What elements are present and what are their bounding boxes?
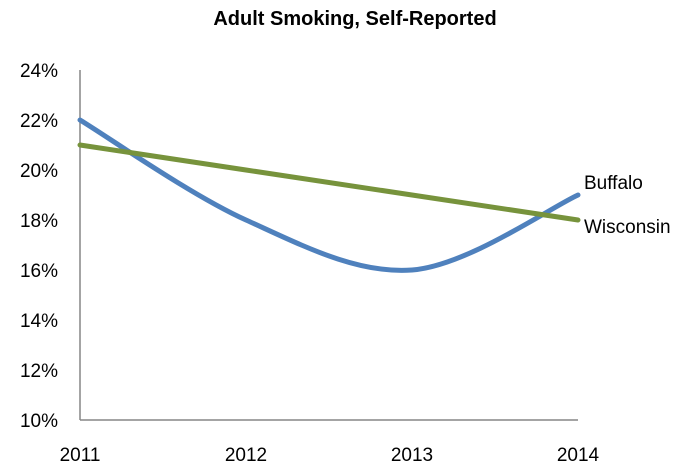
y-tick-label: 22%: [20, 111, 58, 132]
series-line-buffalo: [77, 117, 581, 273]
y-tick-labels: 10% 12% 14% 16% 18% 20% 22% 24%: [20, 61, 58, 432]
x-tick-label: 2013: [391, 445, 433, 466]
x-tick-label: 2014: [557, 445, 600, 466]
series-lines: [77, 117, 581, 273]
series-line-wisconsin: [77, 142, 581, 223]
x-tick-labels: 2011 2012 2013 2014: [60, 445, 600, 466]
y-tick-label: 16%: [20, 261, 58, 282]
x-tick-label: 2011: [60, 445, 101, 466]
series-labels: Buffalo Wisconsin: [584, 173, 671, 238]
y-tick-label: 18%: [20, 211, 58, 232]
x-tick-label: 2012: [225, 445, 267, 466]
chart-title: Adult Smoking, Self-Reported: [213, 8, 496, 30]
y-tick-label: 10%: [20, 411, 58, 432]
series-label-buffalo: Buffalo: [584, 173, 643, 194]
series-label-wisconsin: Wisconsin: [584, 217, 671, 238]
y-tick-label: 14%: [20, 311, 58, 332]
y-tick-label: 20%: [20, 161, 58, 182]
axes: [79, 70, 578, 421]
y-tick-label: 12%: [20, 361, 58, 382]
y-tick-label: 24%: [20, 61, 58, 82]
